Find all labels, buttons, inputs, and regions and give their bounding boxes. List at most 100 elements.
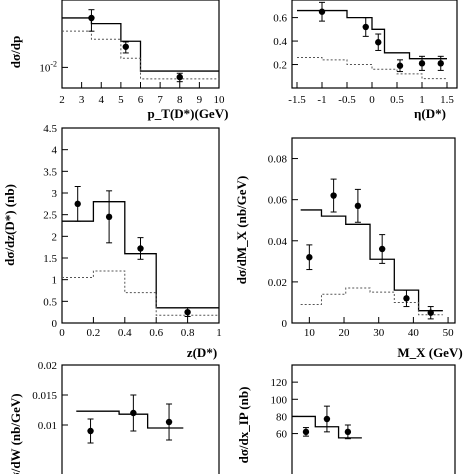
panel-z: 0 0.2 0.4 0.6 0.8 1 0 0.5 1 1.5 2 2.5 3 3.5 4 4.5 dσ/dz…	[2, 123, 222, 360]
y-tick-label: 0	[52, 318, 58, 330]
y-tick-label: 1	[52, 275, 58, 287]
y-tick-label: 4	[52, 145, 58, 157]
model-dotted-line	[62, 30, 219, 80]
x-tick-label: 1	[216, 327, 222, 339]
y-tick-label: 0.4	[273, 36, 287, 48]
x-tick-label: 0	[369, 94, 375, 106]
panel-mx-xlabel: M_X (GeV)	[397, 345, 462, 360]
panel-xip-frame	[291, 364, 456, 474]
x-tick-label: 0.4	[118, 327, 132, 339]
y-tick-label: 0	[282, 318, 288, 330]
panel-pt: 2 3 4 5 6 7 8 9 10 10-2 dσ/dp p_T(D*)(GeV)	[8, 0, 228, 121]
model-solid-line	[62, 17, 219, 72]
x-tick-label: 7	[157, 94, 163, 106]
y-tick-label: 0.01	[38, 420, 57, 432]
y-tick-label: 2.5	[43, 210, 57, 222]
y-tick-label: 80	[276, 411, 288, 423]
y-tick-label: 0.6	[273, 13, 287, 25]
model-dotted-line	[62, 270, 219, 316]
panel-mx-ylabel: dσ/dM_X (nb/GeV)	[234, 176, 249, 285]
data-point	[130, 409, 137, 417]
data-point	[306, 254, 313, 261]
data-point	[88, 14, 95, 22]
x-tick-label: 5	[118, 94, 124, 106]
panel-eta-plot-area: -1.5 -1 -0.5 0 0.5 1 1.5 0.2 0.4 0.6	[273, 1, 454, 106]
y-tick-label: 0.2	[273, 60, 287, 72]
data-point	[344, 428, 352, 436]
x-tick-label: 1	[419, 94, 425, 106]
data-point	[74, 200, 81, 208]
x-tick-label: -1	[317, 94, 326, 106]
y-tick-label: 120	[271, 377, 288, 389]
data-point	[137, 245, 144, 252]
x-tick-label: 10	[214, 94, 226, 106]
data-point	[184, 308, 191, 316]
x-tick-label: 9	[197, 94, 203, 106]
panel-mx: 10 20 30 40 50 0 0.02 0.04 0.06 0.08 dσ/dM_X (nb/…	[234, 137, 463, 360]
x-tick-label: 10	[304, 327, 316, 339]
data-point	[418, 60, 426, 67]
x-tick-label: 4	[99, 94, 105, 106]
panel-xip-plot-area: 60 80 100 120	[271, 377, 362, 441]
data-point	[378, 245, 386, 253]
x-tick-label: 0.2	[87, 327, 101, 339]
data-point	[396, 62, 404, 69]
y-tick-label: 0.04	[268, 236, 288, 248]
x-tick-label: 1.5	[440, 94, 454, 106]
panel-z-ylabel: dσ/dz(D*) (nb)	[2, 184, 17, 266]
x-tick-label: 2	[59, 94, 65, 106]
panel-pt-ylabel: dσ/dp	[8, 36, 23, 68]
x-tick-label: 20	[339, 327, 351, 339]
y-tick-label: 100	[271, 394, 288, 406]
x-tick-label: 50	[443, 327, 455, 339]
y-tick-label: 0.015	[32, 390, 57, 402]
data-point	[323, 415, 331, 423]
y-tick-label: 2	[52, 231, 58, 243]
panel-xip-ylabel: dσ/dx_IP (nb)	[236, 387, 251, 464]
y-tick-label: 4.5	[43, 123, 57, 135]
x-tick-label: 0.8	[181, 327, 195, 339]
x-tick-label: 0.5	[390, 94, 404, 106]
y-tick-label: 0.08	[268, 154, 288, 166]
panel-w-frame	[61, 364, 220, 474]
data-point	[330, 192, 337, 199]
data-point	[105, 213, 113, 221]
y-tick-label: 0.02	[38, 360, 57, 372]
y-tick-label: 3	[52, 188, 58, 200]
x-tick-label: -1.5	[288, 94, 306, 106]
y-tick-label: 0.5	[43, 296, 57, 308]
x-tick-label: 3	[79, 94, 85, 106]
model-dotted-line	[297, 56, 447, 80]
panel-mx-frame	[291, 137, 456, 324]
data-point	[302, 428, 310, 436]
data-point	[427, 309, 434, 316]
x-tick-label: -0.5	[338, 94, 356, 106]
panel-eta-frame	[291, 0, 458, 89]
data-point	[437, 60, 444, 67]
panel-w: 0.01 0.015 0.02 dσ/dW (nb/GeV)	[8, 360, 220, 474]
y-tick-label: 60	[276, 429, 288, 441]
data-point	[318, 8, 326, 15]
x-tick-label: 40	[408, 327, 420, 339]
x-tick-label: 30	[373, 327, 385, 339]
panel-pt-xlabel: p_T(D*)(GeV)	[148, 106, 229, 121]
data-point	[165, 418, 173, 426]
panel-eta: -1.5 -1 -0.5 0 0.5 1 1.5 0.2 0.4 0.6 η(D*)	[273, 0, 458, 121]
panel-eta-xlabel: η(D*)	[414, 106, 446, 121]
data-point	[362, 23, 369, 31]
panel-mx-plot-area: 10 20 30 40 50 0 0.02 0.04 0.06 0.08	[268, 154, 454, 339]
x-tick-label: 0	[59, 327, 65, 339]
panel-z-frame	[61, 127, 220, 324]
panel-z-xlabel: z(D*)	[187, 345, 217, 360]
y-tick-label: 0.02	[268, 277, 287, 289]
x-tick-label: 8	[177, 94, 183, 106]
data-point	[176, 73, 183, 81]
data-point	[122, 43, 129, 50]
x-tick-label: 6	[138, 94, 144, 106]
data-point	[87, 427, 94, 435]
y-tick-label: 3.5	[43, 166, 57, 178]
x-tick-label: 0.6	[149, 327, 163, 339]
y-tick-label: 0.06	[268, 195, 288, 207]
y-tick-label: 10-2	[39, 59, 57, 74]
